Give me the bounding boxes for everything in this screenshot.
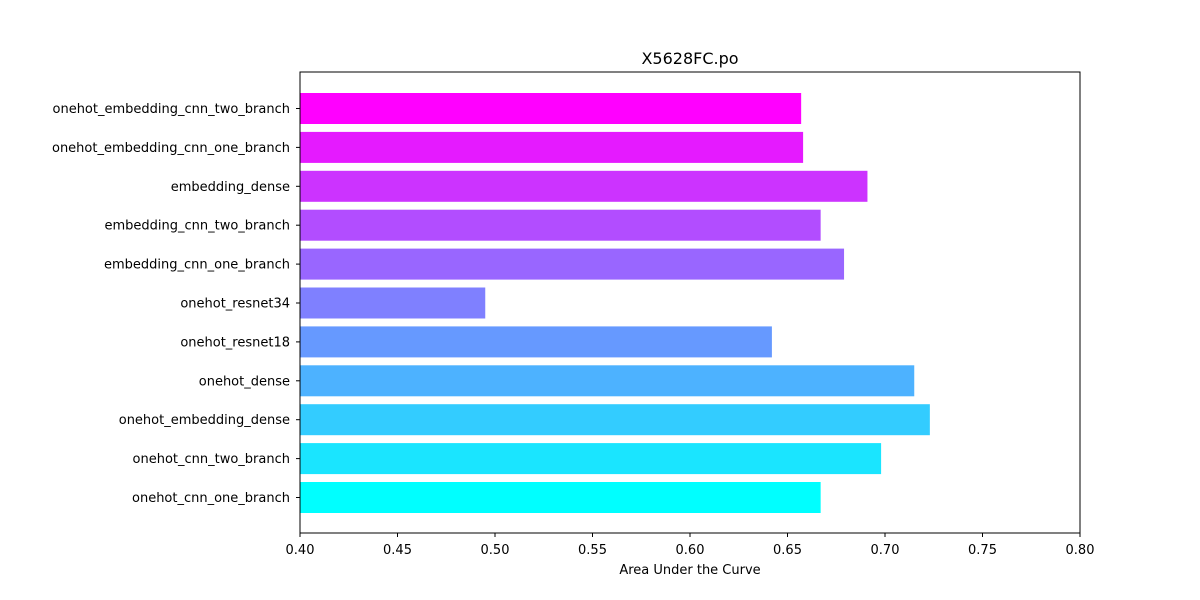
plot-frame xyxy=(299,71,1081,534)
bar-embedding-dense xyxy=(300,170,868,202)
x-tick-label: 0.45 xyxy=(383,543,412,558)
bar-onehot-embedding-cnn-two-branch xyxy=(300,93,802,124)
x-tick-label: 0.55 xyxy=(578,543,607,558)
x-axis-ticks: 0.40 0.45 0.50 0.55 0.60 0.65 0.70 0.75 0.80 xyxy=(286,533,1095,558)
y-tick-label: onehot_embedding_cnn_one_branch xyxy=(52,141,290,156)
x-tick-label: 0.65 xyxy=(773,543,802,558)
y-tick-label: onehot_embedding_cnn_two_branch xyxy=(53,102,291,117)
bar-embedding-cnn-two-branch xyxy=(300,209,821,241)
bar-onehot-embedding-cnn-one-branch xyxy=(300,131,804,163)
y-tick-label: onehot_cnn_one_branch xyxy=(132,491,290,506)
bar-onehot-resnet34 xyxy=(300,287,486,319)
bar-onehot-embedding-dense xyxy=(300,404,930,436)
x-tick-label: 0.80 xyxy=(1066,543,1095,558)
x-tick-label: 0.40 xyxy=(286,543,315,558)
bar-onehot-cnn-two-branch xyxy=(300,443,882,475)
y-tick-label: embedding_dense xyxy=(171,180,290,195)
x-axis-label: Area Under the Curve xyxy=(619,563,760,578)
chart-title: X5628FC.po xyxy=(641,49,738,68)
x-tick-label: 0.60 xyxy=(676,543,705,558)
y-tick-label: onehot_embedding_dense xyxy=(119,413,290,428)
y-tick-label: onehot_resnet18 xyxy=(180,335,290,350)
y-tick-label: onehot_dense xyxy=(199,374,290,389)
y-tick-label: onehot_cnn_two_branch xyxy=(133,452,290,467)
bar-onehot-dense xyxy=(300,365,915,397)
y-tick-label: onehot_resnet34 xyxy=(180,297,290,312)
x-tick-label: 0.50 xyxy=(481,543,510,558)
bar-embedding-cnn-one-branch xyxy=(300,248,845,280)
bar-onehot-cnn-one-branch xyxy=(300,482,821,513)
y-tick-label: embedding_cnn_two_branch xyxy=(104,219,290,234)
y-tick-label: embedding_cnn_one_branch xyxy=(104,258,290,273)
bars-group xyxy=(300,93,930,513)
y-axis-ticks: onehot_embedding_cnn_two_branch onehot_em… xyxy=(52,102,300,506)
x-tick-label: 0.70 xyxy=(871,543,900,558)
x-tick-label: 0.75 xyxy=(968,543,997,558)
bar-onehot-resnet18 xyxy=(300,326,772,358)
